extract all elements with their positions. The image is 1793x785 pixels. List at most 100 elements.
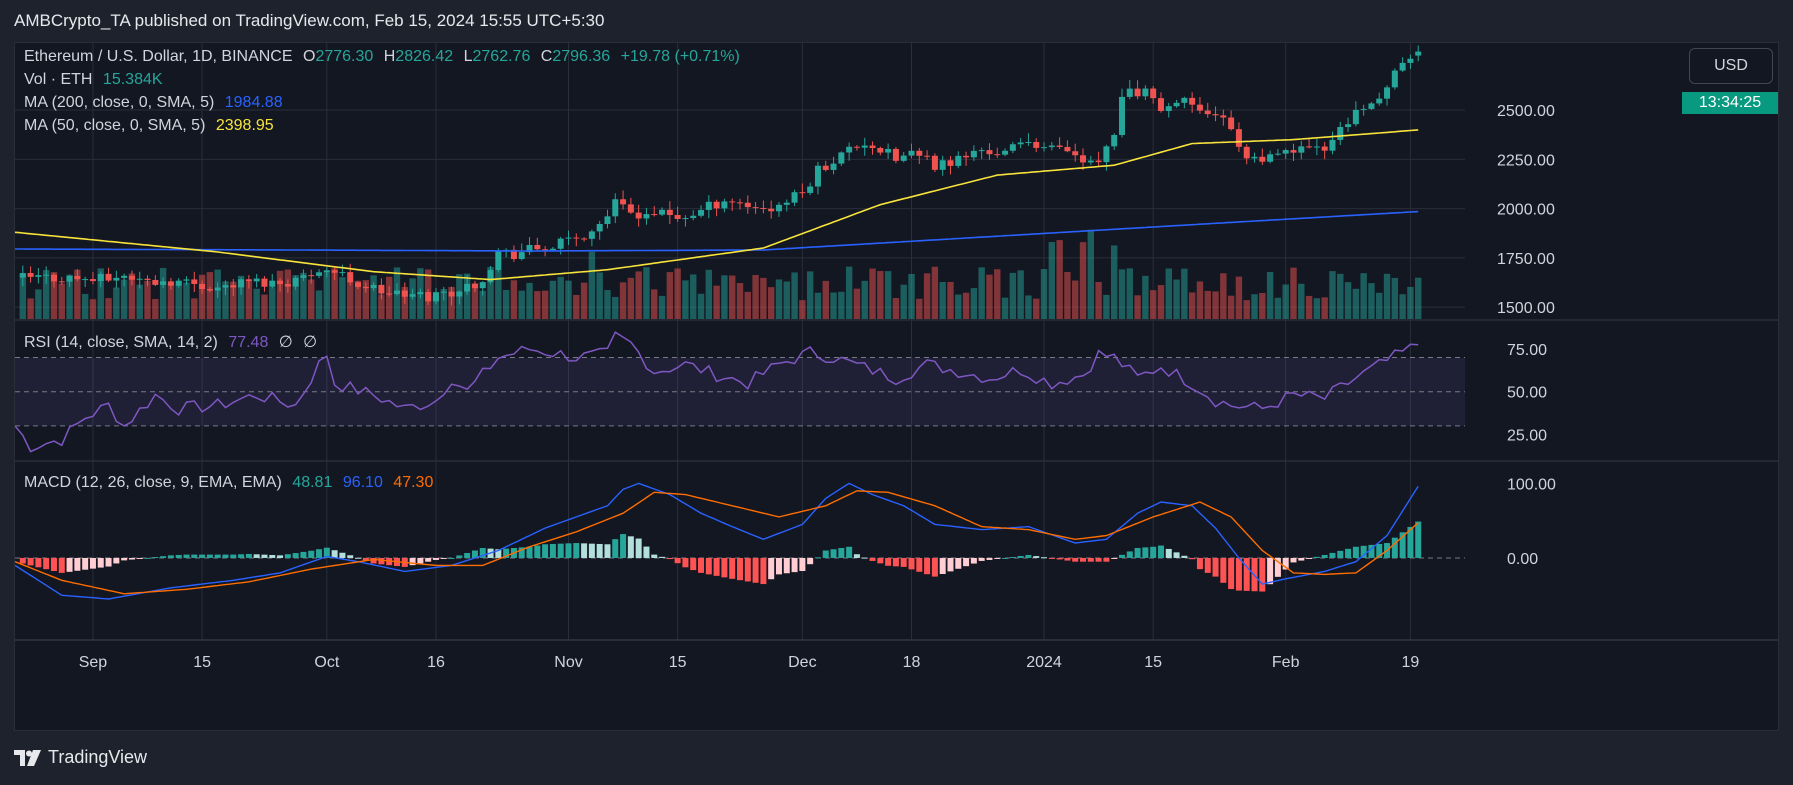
candle-body-107 xyxy=(853,146,860,148)
macd-hist-bar-119 xyxy=(947,557,954,572)
volume-bar-88 xyxy=(705,269,713,319)
macd-hist-bar-53 xyxy=(432,557,439,560)
candle-body-85 xyxy=(682,218,689,220)
candle-body-26 xyxy=(222,285,229,288)
candle-body-178 xyxy=(1407,58,1414,63)
candle-body-172 xyxy=(1360,108,1367,110)
candle-body-64 xyxy=(518,252,525,260)
volume-value: 15.384K xyxy=(102,71,163,88)
candle-body-86 xyxy=(690,215,697,219)
macd-hist-bar-151 xyxy=(1196,557,1203,570)
candle-body-175 xyxy=(1384,87,1391,99)
price-tick-label-3: 2250.00 xyxy=(1497,152,1555,169)
chart-area[interactable]: 1500.00 1750.00 2000.00 2250.00 2500.00 25.00… xyxy=(14,42,1779,731)
macd-hist-bar-172 xyxy=(1360,545,1367,558)
macd-hist-bar-122 xyxy=(970,557,977,564)
volume-bar-38 xyxy=(315,290,323,319)
macd-hist-bar-31 xyxy=(261,554,268,558)
volume-bar-134 xyxy=(1064,272,1071,319)
currency-button[interactable]: USD xyxy=(1689,48,1773,84)
volume-bar-96 xyxy=(767,287,775,319)
macd-line xyxy=(15,482,1419,600)
volume-bar-126 xyxy=(1001,297,1009,319)
volume-bar-158 xyxy=(1251,294,1258,319)
candle-body-84 xyxy=(674,215,681,219)
candle-body-41 xyxy=(339,272,346,274)
symbol-legend: Ethereum / U.S. Dollar, 1D, BINANCE O277… xyxy=(24,48,746,66)
macd-hist-bar-61 xyxy=(495,549,502,558)
macd-hist-bar-13 xyxy=(121,557,128,561)
volume-bar-9 xyxy=(89,299,97,319)
candle-body-17 xyxy=(152,280,159,285)
volume-bar-36 xyxy=(300,272,307,319)
publisher-header: AMBCrypto_TA published on TradingView.co… xyxy=(14,11,605,30)
candle-body-108 xyxy=(861,145,868,148)
macd-hist-bar-74 xyxy=(596,543,603,558)
volume-bar-40 xyxy=(331,268,338,319)
macd-hist-bar-145 xyxy=(1150,546,1157,558)
macd-hist-bar-155 xyxy=(1228,557,1235,590)
volume-bar-153 xyxy=(1212,291,1219,319)
macd-hist-bar-103 xyxy=(822,550,829,558)
volume-bar-33 xyxy=(276,270,284,319)
macd-hist-bar-166 xyxy=(1313,556,1320,558)
macd-hist-bar-174 xyxy=(1376,543,1383,558)
time-tick-label-9: 15 xyxy=(1144,654,1162,671)
candle-body-2 xyxy=(35,275,42,277)
volume-bar-104 xyxy=(830,292,837,319)
macd-hist-bar-94 xyxy=(752,557,759,583)
chart-svg[interactable]: 1500.00 1750.00 2000.00 2250.00 2500.00 25.00… xyxy=(15,43,1779,731)
candle-body-159 xyxy=(1259,156,1266,162)
volume-bar-106 xyxy=(845,266,853,319)
macd-hist-bar-29 xyxy=(245,553,252,558)
candle-body-47 xyxy=(386,293,393,295)
macd-hist-bar-62 xyxy=(503,548,510,558)
volume-bar-132 xyxy=(1048,242,1056,319)
volume-bar-29 xyxy=(245,281,253,319)
candle-body-43 xyxy=(355,282,362,287)
candle-body-54 xyxy=(440,291,447,293)
candle-body-90 xyxy=(721,201,728,209)
macd-hist-bar-93 xyxy=(744,557,751,582)
candle-body-44 xyxy=(362,286,369,289)
volume-bar-137 xyxy=(1087,229,1095,319)
candle-body-36 xyxy=(300,275,307,278)
candle-body-167 xyxy=(1321,146,1328,151)
candle-body-12 xyxy=(113,277,120,281)
volume-bar-118 xyxy=(939,281,946,319)
macd-hist-bar-56 xyxy=(456,555,463,558)
macd-hist-bar-107 xyxy=(853,554,860,558)
volume-bar-133 xyxy=(1056,240,1063,319)
volume-bar-110 xyxy=(877,271,884,319)
tradingview-logo[interactable]: TradingView xyxy=(14,747,147,768)
volume-bar-75 xyxy=(604,290,611,319)
volume-bar-70 xyxy=(565,280,572,319)
close-value: 2796.36 xyxy=(552,48,611,65)
macd-hist-bar-73 xyxy=(588,543,595,558)
macd-hist-bar-128 xyxy=(1017,555,1024,558)
macd-hist-bar-150 xyxy=(1189,557,1196,560)
volume-bar-151 xyxy=(1196,281,1204,319)
volume-bar-39 xyxy=(323,272,331,319)
candle-body-60 xyxy=(487,269,494,283)
macd-hist-bar-12 xyxy=(113,557,120,564)
candle-body-126 xyxy=(1002,150,1009,155)
volume-bar-156 xyxy=(1235,276,1243,319)
candle-body-116 xyxy=(924,155,931,157)
candle-body-135 xyxy=(1072,151,1079,156)
volume-bar-103 xyxy=(822,280,829,319)
macd-hist-bar-138 xyxy=(1095,557,1102,562)
volume-bar-143 xyxy=(1134,295,1141,319)
candle-body-38 xyxy=(316,272,323,276)
price-tick-label-2: 2000.00 xyxy=(1497,202,1555,219)
ma200-legend: MA (200, close, 0, SMA, 5) 1984.88 xyxy=(24,94,289,112)
volume-bar-32 xyxy=(269,287,276,319)
macd-hist-bar-7 xyxy=(74,557,81,571)
candle-body-97 xyxy=(775,204,782,212)
macd-hist-bar-116 xyxy=(924,557,931,575)
candle-body-125 xyxy=(994,154,1001,156)
macd-hist-bar-92 xyxy=(737,557,743,581)
candle-body-33 xyxy=(277,280,284,285)
macd-hist-bar-27 xyxy=(230,554,237,558)
candle-body-40 xyxy=(331,270,338,273)
